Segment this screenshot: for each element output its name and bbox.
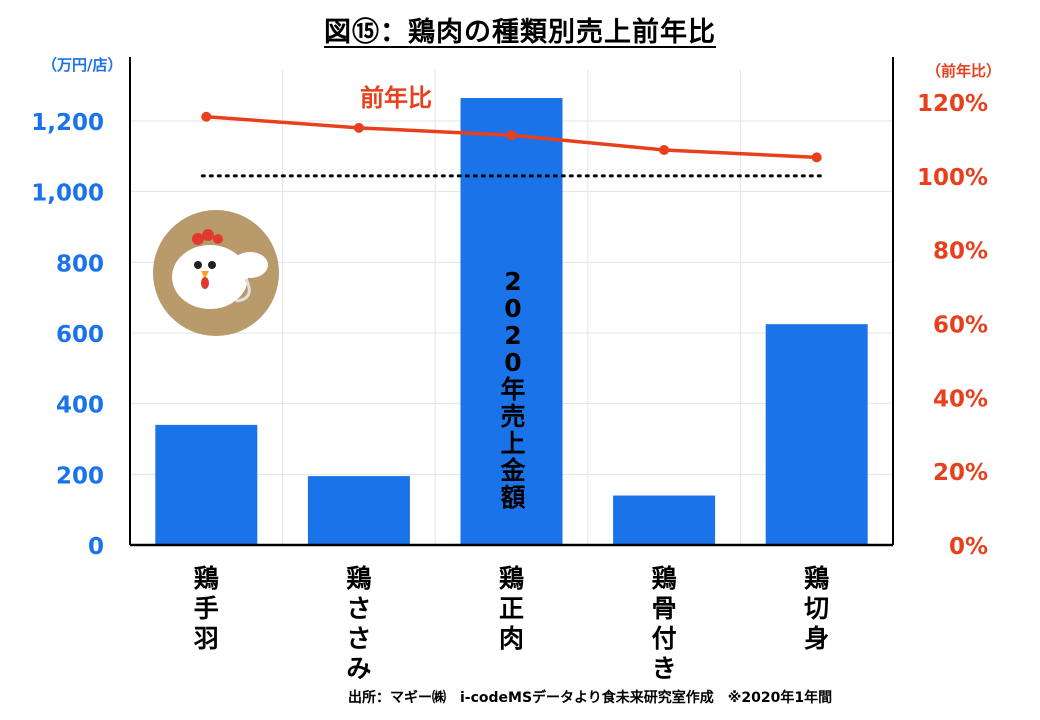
right-axis-unit: （前年比）: [926, 62, 1002, 80]
right-tick-label: 60%: [933, 313, 988, 339]
left-tick-label: 800: [56, 251, 104, 277]
bar-4: [765, 324, 868, 545]
left-tick-label: 1,200: [31, 110, 104, 136]
left-axis-unit: （万円/店）: [42, 56, 123, 74]
right-tick-label: 100%: [917, 165, 988, 191]
yoy-point-2: [506, 130, 517, 141]
bars: [155, 98, 868, 546]
yoy-line: [201, 111, 822, 163]
x-tick-label: 鶏手羽: [193, 564, 219, 653]
tick-labels: 0 200 400 600 800 1,000 1,200 0% 20% 40% 60% 80% 100…: [31, 91, 988, 560]
bar-1: [307, 476, 410, 545]
chart-title: 図⑮：鶏肉の種類別売上前年比: [324, 17, 716, 48]
yoy-point-1: [353, 122, 364, 133]
left-tick-label: 600: [56, 322, 104, 348]
source-note: 出所：マギー㈱ i-codeMSデータより食未来研究室作成 ※2020年1年間: [348, 690, 833, 706]
bar-3: [613, 495, 716, 545]
x-tick-label: 鶏切身: [804, 564, 830, 653]
left-tick-label: 0: [88, 534, 104, 560]
right-tick-label: 0%: [949, 534, 988, 560]
yoy-point-3: [659, 144, 670, 155]
left-tick-label: 200: [56, 463, 104, 489]
right-tick-label: 20%: [933, 460, 988, 486]
chicken-icon: [153, 210, 279, 336]
left-tick-label: 1,000: [31, 181, 104, 207]
bar-2: [460, 98, 563, 546]
bar-0: [155, 424, 258, 545]
right-tick-label: 40%: [933, 386, 988, 412]
yoy-annotation: 前年比: [360, 84, 432, 112]
x-tick-label: 鶏骨付き: [651, 564, 677, 683]
left-tick-label: 400: [56, 393, 104, 419]
axes: [129, 57, 894, 547]
x-tick-label: 鶏ささみ: [346, 564, 372, 683]
right-tick-label: 80%: [933, 239, 988, 265]
x-tick-label: 鶏正肉: [498, 564, 524, 653]
yoy-point-0: [201, 111, 212, 122]
right-tick-label: 120%: [917, 91, 988, 117]
yoy-point-4: [811, 152, 822, 163]
